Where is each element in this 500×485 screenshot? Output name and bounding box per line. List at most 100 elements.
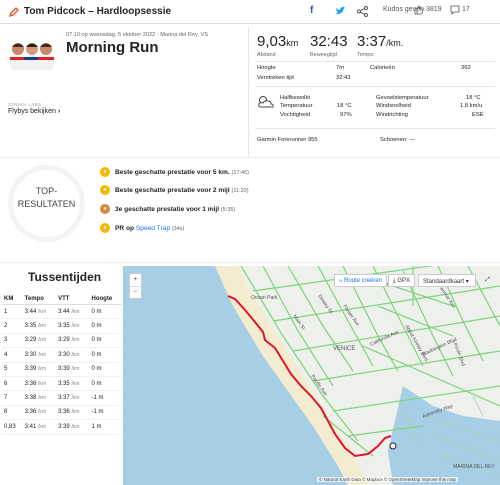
divider xyxy=(255,86,495,87)
comments-count[interactable]: 17 xyxy=(462,6,470,13)
wind-direction-label: Windrichting xyxy=(376,112,408,118)
flybys-link[interactable]: Flybys bekijken › xyxy=(8,108,60,115)
split-elevation: 0 m xyxy=(89,304,122,320)
split-km: 2 xyxy=(2,318,23,334)
facebook-icon[interactable]: f xyxy=(310,5,314,16)
fullscreen-icon[interactable]: ⤢ xyxy=(485,277,490,283)
split-elev-unit: m xyxy=(96,337,102,344)
split-elev-unit: m xyxy=(96,366,102,373)
create-route-button[interactable]: ⤷ Route creëren xyxy=(334,274,388,287)
split-km: 7 xyxy=(2,390,23,406)
split-elev-value: -1 xyxy=(91,395,97,402)
share-icon[interactable] xyxy=(357,6,368,17)
distance-stat: 9,03km Afstand xyxy=(257,33,298,58)
ocean xyxy=(123,266,348,485)
kudos-button[interactable]: Kudos geven xyxy=(383,6,424,13)
map-canvas[interactable]: VENICE Ocean Park Golf Course MARINA DEL… xyxy=(123,266,500,485)
strava-labs-label: STRAVA LABS xyxy=(8,102,42,107)
twitter-icon[interactable] xyxy=(335,6,346,16)
split-km: 1 xyxy=(2,304,23,320)
split-gap-unit: /km xyxy=(71,380,80,387)
split-elevation: 0 m xyxy=(89,333,122,349)
map-type-value[interactable]: Standaardkaart xyxy=(423,279,465,285)
split-elevation: -1 m xyxy=(89,405,122,421)
split-pace-value: 3:30 xyxy=(24,351,37,358)
chevron-down-icon: ▾ xyxy=(465,279,469,285)
comment-icon[interactable] xyxy=(450,5,460,15)
map-label-california: California Ave xyxy=(369,329,400,348)
split-gap: 3:29 /km xyxy=(56,333,90,349)
split-elev-value: -1 xyxy=(91,409,97,416)
activity-title: Morning Run xyxy=(66,39,159,56)
map-label-ocean-park: Ocean Park xyxy=(251,295,278,301)
chevron-right-icon: › xyxy=(57,108,61,115)
wind-direction-value: ESE xyxy=(472,112,484,118)
split-pace-value: 3:41 xyxy=(24,423,37,430)
map-label-dewey: Dewey St xyxy=(316,294,334,315)
split-pace-value: 3:29 xyxy=(24,337,37,344)
page-title: Tom Pidcock – Hardloopsessie xyxy=(24,6,172,17)
map-type-select[interactable]: Standaardkaart ▾ xyxy=(418,274,476,287)
split-pace-unit: /km xyxy=(38,409,47,416)
split-pace-unit: /km xyxy=(38,380,47,387)
pencil-icon[interactable] xyxy=(8,6,20,18)
column-header: Tempo xyxy=(22,294,57,305)
divider xyxy=(255,128,495,129)
feels-like-value: 18 °C xyxy=(466,95,481,101)
split-pace: 3:29 /km xyxy=(22,333,57,349)
split-elev-value: 0 xyxy=(91,366,95,373)
marina-water xyxy=(388,386,500,485)
split-gap-value: 3:39 xyxy=(58,366,70,373)
split-pace-value: 3:38 xyxy=(24,395,37,402)
map-label-flower: Flower Ave xyxy=(341,304,360,328)
zoom-in-button[interactable]: + xyxy=(130,274,141,287)
split-gap: 3:39 /km xyxy=(56,362,90,377)
athlete-avatars[interactable] xyxy=(8,40,56,70)
kudos-count[interactable]: 3819 xyxy=(426,6,442,13)
split-pace: 3:39 /km xyxy=(22,362,57,377)
flybys-label[interactable]: Flybys bekijken xyxy=(8,108,56,115)
pace-stat: 3:37/km. Tempo xyxy=(357,33,403,58)
table-row: 4 3:30 /km 3:30 /km 0 m xyxy=(2,347,122,363)
route-line[interactable] xyxy=(227,295,392,458)
split-pace-value: 3:36 xyxy=(24,380,37,387)
split-gap: 3:35 /km xyxy=(56,376,90,392)
create-route-label[interactable]: Route creëren xyxy=(344,278,383,284)
achievement-text: Beste geschatte prestatie voor 2 mijl xyxy=(115,186,230,194)
thumbs-up-icon[interactable] xyxy=(414,5,424,15)
zoom-out-button[interactable]: − xyxy=(133,289,138,295)
split-pace: 3:41 /km xyxy=(22,419,57,435)
split-pace-unit: /km xyxy=(38,395,47,402)
elapsed-time-label: Verstreken tijd xyxy=(257,75,294,81)
gpx-label[interactable]: GPX xyxy=(397,278,410,284)
split-gap-unit: /km xyxy=(71,423,80,430)
split-gap: 3:37 /km xyxy=(56,390,90,406)
split-elev-unit: m xyxy=(98,409,104,416)
split-gap-value: 3:29 xyxy=(58,337,70,344)
table-row: 8 3:36 /km 3:36 /km -1 m xyxy=(2,405,122,421)
table-row: 1 3:44 /km 3:44 /km 0 m xyxy=(2,304,122,320)
page-header: Tom Pidcock – Hardloopsessie f Kudos gev… xyxy=(0,0,500,24)
route-map[interactable]: VENICE Ocean Park Golf Course MARINA DEL… xyxy=(123,266,500,485)
map-attribution[interactable]: © Natural Earth Data © Mapbox © OpenStre… xyxy=(317,477,459,482)
split-gap: 3:30 /km xyxy=(56,347,90,363)
map-label-venice: VENICE xyxy=(333,346,355,352)
column-header: Hoogte xyxy=(89,294,122,305)
pace-value: 3:37 xyxy=(357,33,387,50)
achievement-detail: (5:35) xyxy=(220,206,236,213)
table-row: 5 3:39 /km 3:39 /km 0 m xyxy=(2,362,122,377)
segment-link[interactable]: Speed Trap xyxy=(135,224,170,232)
device-name: Garmin Forerunner 955 xyxy=(257,137,318,143)
split-gap: 3:35 /km xyxy=(56,318,90,334)
trophy-gold-icon: ★ xyxy=(100,167,110,177)
split-pace-value: 3:35 xyxy=(24,323,37,330)
table-header-row: KM Tempo VTT Hoogte xyxy=(2,294,122,305)
calories-value: 362 xyxy=(461,65,471,71)
avatar xyxy=(10,43,26,70)
split-elev-value: 0 xyxy=(91,308,95,315)
gpx-button[interactable]: ⤓ GPX xyxy=(388,274,415,287)
activity-date-location: 07:10 op woensdag, 5 oktober 2022 · Mari… xyxy=(66,32,209,38)
split-km: 8 xyxy=(2,405,23,421)
split-elev-value: 0 xyxy=(91,380,95,387)
split-elev-unit: m xyxy=(96,308,102,315)
